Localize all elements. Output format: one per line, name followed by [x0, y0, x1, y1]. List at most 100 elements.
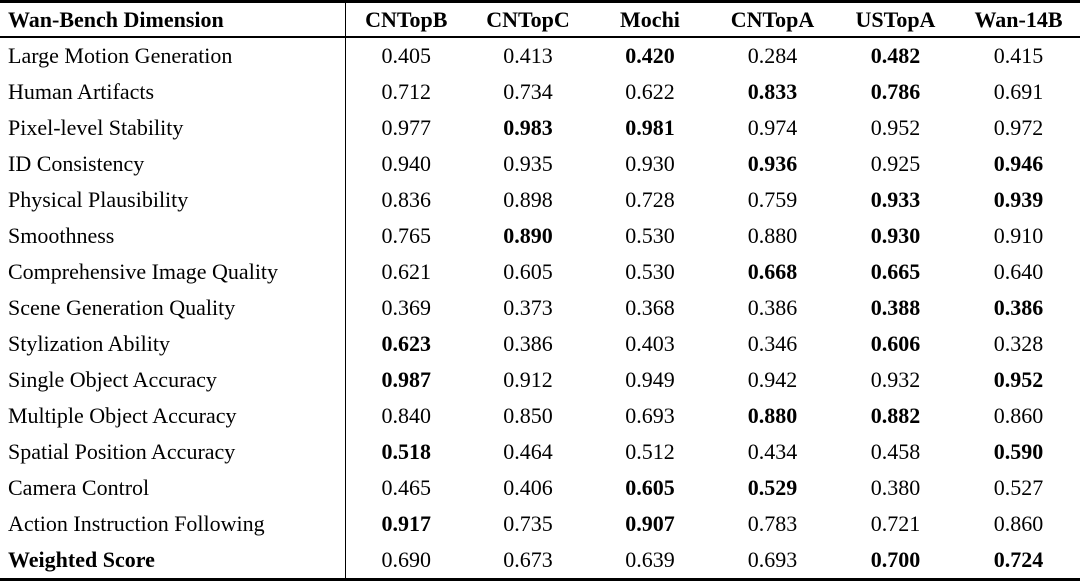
- score-cell: 0.693: [747, 547, 798, 572]
- table-row: Action Instruction Following 0.917 0.735 0.…: [0, 506, 1080, 542]
- score-cell: 0.415: [993, 43, 1044, 68]
- score-cell: 0.690: [381, 547, 432, 572]
- score-cell: 0.691: [993, 79, 1044, 104]
- table-row: Human Artifacts 0.712 0.734 0.622 0.833 0.786…: [0, 74, 1080, 110]
- score-cell: 0.346: [747, 331, 798, 356]
- score-cell: 0.665: [870, 259, 921, 284]
- dimension-label: Large Motion Generation: [0, 37, 346, 74]
- score-cell: 0.386: [747, 295, 798, 320]
- score-cell: 0.420: [625, 43, 675, 68]
- score-cell: 0.622: [625, 79, 675, 104]
- dimension-label: Scene Generation Quality: [0, 290, 346, 326]
- dimension-label: Smoothness: [0, 218, 346, 254]
- score-cell: 0.482: [870, 43, 921, 68]
- dimension-label: Camera Control: [0, 470, 346, 506]
- dimension-label: Spatial Position Accuracy: [0, 434, 346, 470]
- dimension-label: Physical Plausibility: [0, 182, 346, 218]
- score-cell: 0.380: [870, 475, 921, 500]
- score-cell: 0.406: [503, 475, 553, 500]
- table-row: Camera Control 0.465 0.406 0.605 0.529 0.380 0…: [0, 470, 1080, 506]
- score-cell: 0.910: [993, 223, 1044, 248]
- score-cell: 0.405: [381, 43, 432, 68]
- header-dimension-label: Wan-Bench Dimension: [0, 1, 346, 38]
- score-cell: 0.368: [625, 295, 675, 320]
- table-row: Multiple Object Accuracy 0.840 0.850 0.693 0…: [0, 398, 1080, 434]
- header-model-ustopa: USTopA: [834, 1, 957, 38]
- dimension-label: Comprehensive Image Quality: [0, 254, 346, 290]
- score-cell: 0.783: [747, 511, 798, 536]
- header-model-cntopc: CNTopC: [467, 1, 589, 38]
- score-cell: 0.284: [747, 43, 798, 68]
- table-row: Single Object Accuracy 0.987 0.912 0.949 0.9…: [0, 362, 1080, 398]
- score-cell: 0.606: [870, 331, 921, 356]
- score-cell: 0.728: [625, 187, 675, 212]
- score-cell: 0.987: [381, 367, 432, 392]
- score-cell: 0.700: [870, 547, 921, 572]
- score-cell: 0.527: [993, 475, 1044, 500]
- score-cell: 0.981: [625, 115, 675, 140]
- score-cell: 0.933: [870, 187, 921, 212]
- dimension-label: Weighted Score: [0, 542, 346, 580]
- score-cell: 0.529: [747, 475, 798, 500]
- score-cell: 0.939: [993, 187, 1044, 212]
- score-cell: 0.668: [747, 259, 798, 284]
- score-cell: 0.605: [503, 259, 553, 284]
- dimension-label: Multiple Object Accuracy: [0, 398, 346, 434]
- score-cell: 0.369: [381, 295, 432, 320]
- score-cell: 0.930: [625, 151, 675, 176]
- score-cell: 0.388: [870, 295, 921, 320]
- score-cell: 0.880: [747, 403, 798, 428]
- score-cell: 0.882: [870, 403, 921, 428]
- score-cell: 0.850: [503, 403, 553, 428]
- score-cell: 0.925: [870, 151, 921, 176]
- score-cell: 0.386: [503, 331, 553, 356]
- score-cell: 0.912: [503, 367, 553, 392]
- score-cell: 0.890: [503, 223, 553, 248]
- score-cell: 0.952: [993, 367, 1044, 392]
- score-cell: 0.530: [625, 259, 675, 284]
- score-cell: 0.940: [381, 151, 432, 176]
- score-cell: 0.623: [381, 331, 432, 356]
- score-cell: 0.952: [870, 115, 921, 140]
- table-row: Weighted Score 0.690 0.673 0.639 0.693 0.700 0…: [0, 542, 1080, 580]
- score-cell: 0.983: [503, 115, 553, 140]
- score-cell: 0.786: [870, 79, 921, 104]
- score-cell: 0.518: [381, 439, 432, 464]
- score-cell: 0.942: [747, 367, 798, 392]
- dimension-label: Single Object Accuracy: [0, 362, 346, 398]
- score-cell: 0.403: [625, 331, 675, 356]
- score-cell: 0.639: [625, 547, 675, 572]
- header-model-cntopa: CNTopA: [711, 1, 834, 38]
- score-cell: 0.765: [381, 223, 432, 248]
- score-cell: 0.724: [993, 547, 1044, 572]
- score-cell: 0.977: [381, 115, 432, 140]
- score-cell: 0.458: [870, 439, 921, 464]
- score-cell: 0.836: [381, 187, 432, 212]
- dimension-label: ID Consistency: [0, 146, 346, 182]
- score-cell: 0.898: [503, 187, 553, 212]
- score-cell: 0.930: [870, 223, 921, 248]
- score-cell: 0.640: [993, 259, 1044, 284]
- score-cell: 0.932: [870, 367, 921, 392]
- header-model-cntopb: CNTopB: [345, 1, 467, 38]
- table-body: Large Motion Generation 0.405 0.413 0.420 0.…: [0, 37, 1080, 580]
- score-cell: 0.673: [503, 547, 553, 572]
- score-cell: 0.936: [747, 151, 798, 176]
- score-cell: 0.907: [625, 511, 675, 536]
- dimension-label: Stylization Ability: [0, 326, 346, 362]
- score-cell: 0.605: [625, 475, 675, 500]
- table-row: Spatial Position Accuracy 0.518 0.464 0.512…: [0, 434, 1080, 470]
- header-model-mochi: Mochi: [589, 1, 711, 38]
- score-cell: 0.860: [993, 403, 1044, 428]
- score-cell: 0.328: [993, 331, 1044, 356]
- score-cell: 0.935: [503, 151, 553, 176]
- score-cell: 0.972: [993, 115, 1044, 140]
- table-row: Physical Plausibility 0.836 0.898 0.728 0.75…: [0, 182, 1080, 218]
- score-cell: 0.880: [747, 223, 798, 248]
- score-cell: 0.759: [747, 187, 798, 212]
- table-row: Scene Generation Quality 0.369 0.373 0.368 0…: [0, 290, 1080, 326]
- score-cell: 0.721: [870, 511, 921, 536]
- score-cell: 0.512: [625, 439, 675, 464]
- score-cell: 0.860: [993, 511, 1044, 536]
